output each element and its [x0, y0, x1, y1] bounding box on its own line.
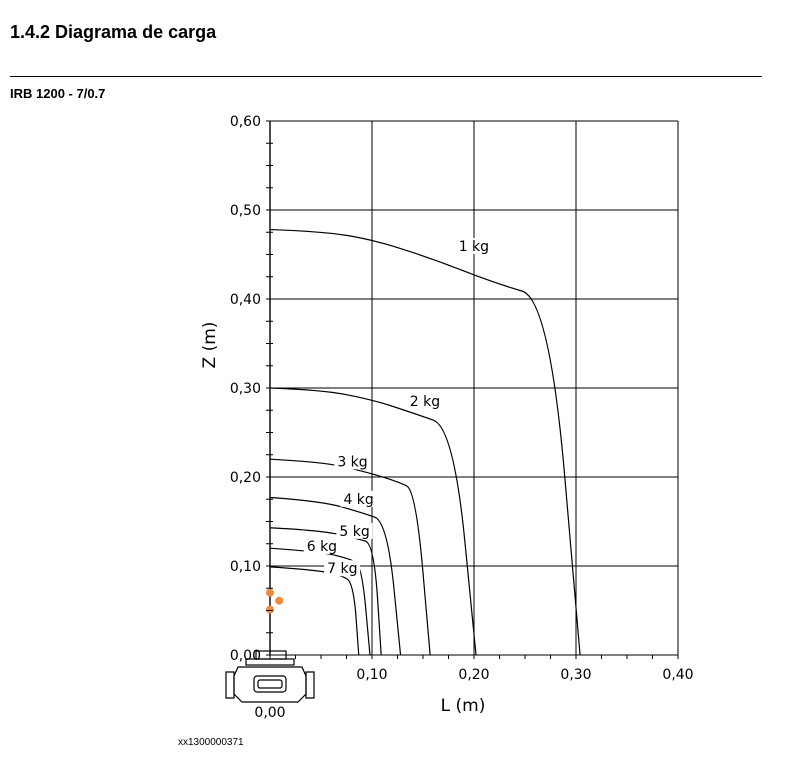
y-tick-label: 0,30	[230, 381, 261, 397]
y-tick-label: 0,20	[230, 470, 261, 486]
curve-label-bg	[303, 537, 340, 554]
curve-label: 2 kg	[410, 394, 440, 410]
y-tick-label: 0,40	[230, 292, 261, 308]
load-curve	[269, 387, 477, 656]
curve-label: 4 kg	[343, 492, 373, 508]
curve-label-bg	[324, 560, 361, 577]
wrist-marker	[266, 605, 274, 614]
x-tick-label: 0,30	[560, 667, 591, 683]
load-curve	[269, 228, 581, 656]
curve-label: 7 kg	[327, 561, 357, 577]
load-curve	[269, 458, 431, 656]
y-tick-label: 0,00	[230, 648, 261, 664]
curve-label-bg	[340, 490, 377, 507]
load-curves: 1 kg 2 kg 3 kg 4 kg 5 kg6 kg 7 kg	[269, 228, 581, 656]
wrist-marker	[275, 596, 284, 605]
x-tick-label: 0,20	[458, 667, 489, 683]
curve-label: 3 kg	[337, 454, 367, 470]
figure-subtitle: IRB 1200 - 7/0.7	[10, 86, 106, 101]
curve-label: 5 kg	[339, 524, 369, 540]
x-tick-label: 0,10	[356, 667, 387, 683]
curve-label-bg	[336, 522, 373, 539]
curve-label-bg	[334, 453, 371, 470]
y-axis-label: Z (m)	[200, 322, 220, 369]
curve-label: 6 kg	[307, 539, 337, 555]
wrist-markers	[266, 588, 284, 614]
y-tick-label: 0,50	[230, 203, 261, 219]
x-tick-label: 0,00	[254, 705, 285, 721]
section-divider	[10, 76, 762, 77]
section-title: 1.4.2 Diagrama de carga	[10, 22, 217, 42]
robot-base-icon	[225, 650, 315, 703]
load-curve	[269, 566, 360, 656]
curve-label-bg	[406, 392, 443, 409]
x-axis-label: L (m)	[441, 696, 486, 716]
load-curve	[269, 496, 402, 656]
y-tick-label: 0,60	[230, 114, 261, 130]
curve-label-bg	[455, 238, 492, 255]
wrist-marker	[266, 588, 274, 597]
load-diagram-chart: 1 kg 2 kg 3 kg 4 kg 5 kg6 kg 7 kg 0,00 0,10 0,2…	[200, 114, 694, 721]
figure-id: xx1300000371	[178, 737, 244, 748]
curve-label: 1 kg	[459, 239, 489, 255]
axis-ticks: 0,00 0,10 0,20 0,30 0,40 0,50 0,60 0,00 0,10 0,20…	[230, 114, 694, 721]
y-tick-label: 0,10	[230, 559, 261, 575]
x-tick-label: 0,40	[662, 667, 693, 683]
